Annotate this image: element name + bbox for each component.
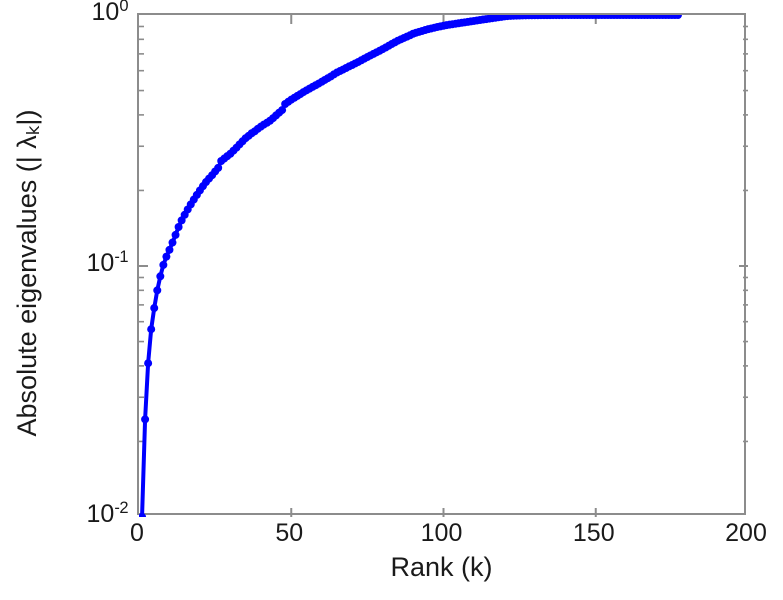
- y-tick-exponent: -1: [114, 248, 128, 266]
- y-axis-tick-labels: 10-2 10-1 100: [0, 0, 129, 600]
- data-point: [171, 230, 180, 239]
- y-tick-mantissa: 10: [86, 500, 115, 529]
- data-point: [165, 245, 174, 254]
- data-point: [139, 513, 147, 517]
- tick-marks: [139, 15, 748, 517]
- data-series-group: [139, 15, 682, 517]
- data-point: [153, 286, 162, 295]
- data-point: [150, 304, 159, 313]
- x-tick-label-200: 200: [725, 519, 767, 547]
- y-tick-exponent: -2: [114, 499, 128, 517]
- data-point: [168, 238, 177, 247]
- x-tick-label-50: 50: [275, 519, 304, 547]
- y-tick-exponent: 0: [119, 0, 128, 15]
- data-point: [147, 325, 156, 334]
- data-point: [144, 359, 153, 368]
- x-tick-label-0: 0: [130, 519, 144, 547]
- x-tick-label-150: 150: [572, 519, 615, 547]
- y-tick-mantissa: 10: [91, 0, 120, 27]
- y-tick-mantissa: 10: [86, 249, 115, 278]
- y-tick-label-1e-2: 10-2: [86, 499, 129, 529]
- data-point: [214, 163, 223, 172]
- y-tick-label-1e-1: 10-1: [86, 248, 129, 278]
- x-tick-label-100: 100: [420, 519, 463, 547]
- data-point: [159, 260, 168, 269]
- data-markers-0: [139, 15, 682, 517]
- data-point: [162, 252, 171, 261]
- data-point: [156, 272, 165, 281]
- plot-canvas: [139, 15, 748, 517]
- data-line-0: [140, 15, 680, 517]
- y-tick-label-1e0: 100: [92, 0, 129, 25]
- data-point: [141, 415, 150, 424]
- data-point: [673, 15, 682, 19]
- plot-area: [137, 13, 748, 517]
- data-point: [174, 223, 183, 232]
- x-axis-label: Rank (k): [390, 552, 493, 582]
- data-point: [278, 106, 287, 115]
